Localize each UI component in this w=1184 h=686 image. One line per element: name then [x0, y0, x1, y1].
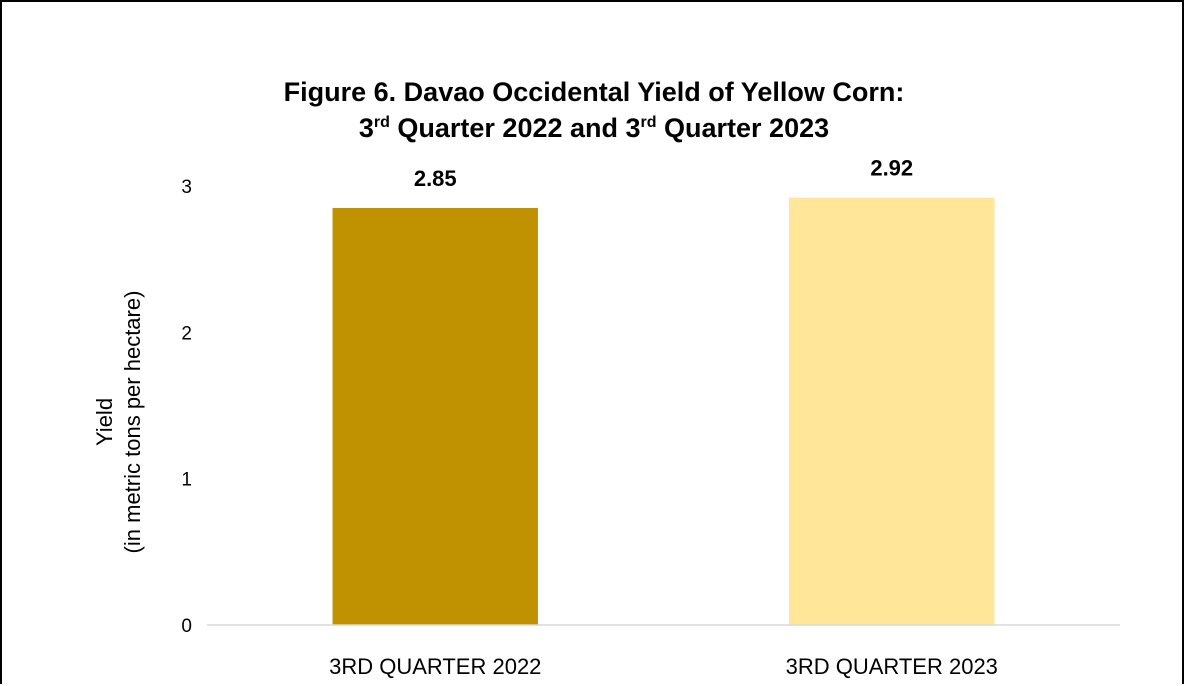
chart-title-line1: Figure 6. Davao Occidental Yield of Yell…: [283, 77, 905, 107]
bar: [332, 207, 538, 625]
bars: [332, 197, 995, 625]
bar: [789, 197, 995, 625]
data-labels: 2.85 2.92: [414, 156, 913, 191]
y-tick-label: 2: [181, 323, 192, 344]
x-category-label: 3RD QUARTER 2022: [329, 654, 541, 679]
title-superscript: rd: [640, 114, 657, 131]
data-label: 2.92: [870, 156, 913, 181]
title-part: Quarter 2023: [656, 113, 830, 143]
chart-title: Figure 6. Davao Occidental Yield of Yell…: [2, 74, 1184, 146]
y-tick-label: 1: [181, 470, 192, 491]
title-part: Quarter 2022 and 3: [389, 113, 641, 143]
y-axis-ticks: 0 1 2 3: [181, 177, 192, 637]
y-tick-label: 3: [181, 177, 192, 198]
x-axis-categories: 3RD QUARTER 2022 3RD QUARTER 2023: [329, 654, 998, 679]
y-axis-title: Yield (in metric tons per hectare): [92, 291, 145, 554]
title-part: 3: [358, 113, 374, 143]
data-label: 2.85: [414, 166, 457, 191]
x-category-label: 3RD QUARTER 2023: [786, 654, 998, 679]
title-superscript: rd: [373, 114, 390, 131]
y-axis-title-line1: Yield: [92, 398, 117, 446]
y-tick-label: 0: [181, 616, 192, 637]
y-axis-title-line2: (in metric tons per hectare): [120, 291, 145, 554]
chart-title-line2: 3rd Quarter 2022 and 3rd Quarter 2023: [2, 110, 1184, 146]
